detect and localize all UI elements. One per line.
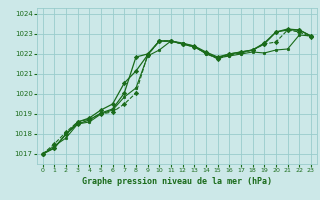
X-axis label: Graphe pression niveau de la mer (hPa): Graphe pression niveau de la mer (hPa) [82,177,272,186]
